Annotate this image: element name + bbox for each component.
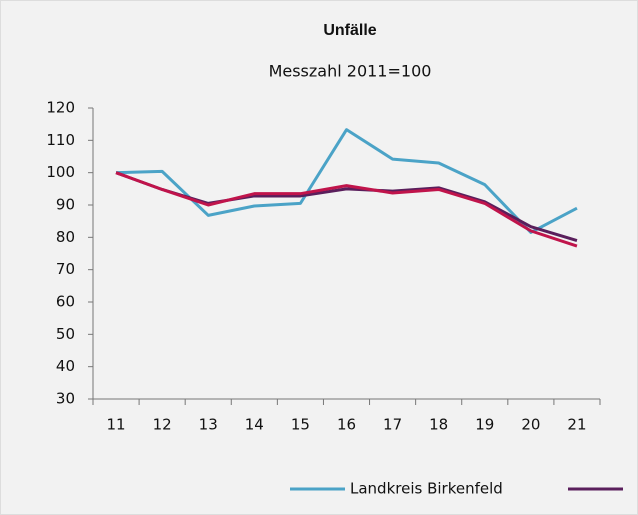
series-line — [115, 171, 578, 248]
y-tick-label: 60 — [56, 293, 75, 311]
x-tick-label: 17 — [383, 416, 402, 434]
y-tick-label: 80 — [56, 228, 75, 246]
legend-label: Landkreis Birkenfeld — [350, 480, 503, 498]
x-tick-label: 21 — [567, 416, 586, 434]
x-tick-label: 14 — [245, 416, 264, 434]
y-tick-label: 120 — [46, 99, 75, 117]
y-tick-label: 90 — [56, 196, 75, 214]
x-tick-label: 11 — [106, 416, 125, 434]
x-tick-label: 15 — [291, 416, 310, 434]
y-tick-label: 70 — [56, 260, 75, 278]
chart-title: Unfälle — [323, 22, 376, 39]
chart-subtitle: Messzahl 2011=100 — [269, 62, 432, 81]
y-tick-label: 30 — [56, 390, 75, 408]
x-tick-label: 12 — [153, 416, 172, 434]
y-tick-label: 110 — [46, 131, 75, 149]
x-tick-label: 20 — [521, 416, 540, 434]
y-tick-label: 100 — [46, 163, 75, 181]
x-tick-label: 16 — [337, 416, 356, 434]
x-tick-label: 18 — [429, 416, 448, 434]
x-tick-label: 19 — [475, 416, 494, 434]
y-tick-label: 40 — [56, 357, 75, 375]
y-tick-label: 50 — [56, 325, 75, 343]
x-tick-label: 13 — [199, 416, 218, 434]
